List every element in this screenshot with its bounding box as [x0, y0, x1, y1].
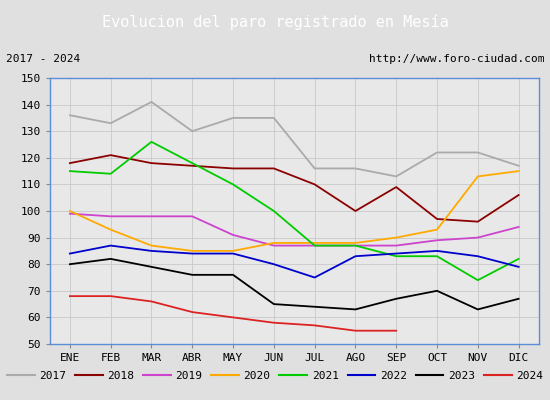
Text: Evolucion del paro registrado en Mesía: Evolucion del paro registrado en Mesía — [102, 14, 448, 30]
Text: http://www.foro-ciudad.com: http://www.foro-ciudad.com — [369, 54, 544, 64]
Legend: 2017, 2018, 2019, 2020, 2021, 2022, 2023, 2024: 2017, 2018, 2019, 2020, 2021, 2022, 2023… — [3, 366, 547, 386]
Text: 2017 - 2024: 2017 - 2024 — [6, 54, 80, 64]
